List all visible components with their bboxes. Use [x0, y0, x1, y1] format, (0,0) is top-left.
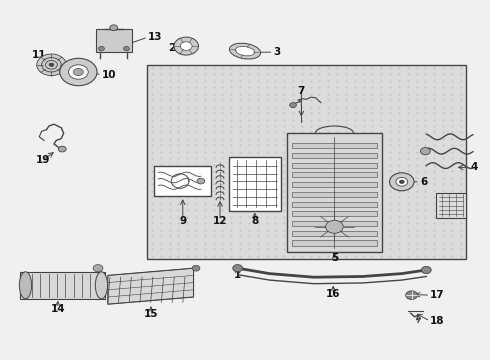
Circle shape	[421, 266, 431, 274]
Text: 13: 13	[148, 32, 163, 42]
Circle shape	[74, 68, 83, 76]
Bar	[292, 163, 377, 168]
Text: 3: 3	[273, 47, 281, 57]
Circle shape	[110, 25, 118, 31]
Text: 8: 8	[251, 216, 258, 226]
Circle shape	[46, 60, 57, 69]
Circle shape	[123, 46, 129, 51]
Bar	[292, 211, 377, 216]
Circle shape	[58, 146, 66, 152]
Circle shape	[180, 42, 192, 50]
Text: 12: 12	[213, 216, 227, 226]
Text: 16: 16	[326, 289, 341, 300]
Circle shape	[42, 58, 61, 72]
Text: 5: 5	[331, 253, 338, 264]
Ellipse shape	[95, 272, 108, 299]
Text: 4: 4	[470, 162, 478, 172]
Text: 10: 10	[102, 69, 117, 80]
Bar	[96, 29, 132, 52]
Bar	[292, 231, 377, 236]
Bar	[292, 240, 377, 246]
Bar	[292, 202, 377, 207]
Text: 18: 18	[430, 316, 445, 326]
Bar	[292, 182, 377, 187]
Text: 17: 17	[430, 290, 445, 300]
Circle shape	[37, 54, 66, 76]
Circle shape	[49, 63, 54, 67]
Text: 9: 9	[179, 216, 186, 226]
Bar	[292, 153, 377, 158]
Text: 15: 15	[144, 309, 158, 319]
Circle shape	[406, 291, 417, 300]
Circle shape	[396, 177, 408, 186]
Bar	[292, 192, 377, 197]
Circle shape	[420, 148, 430, 155]
Text: 11: 11	[32, 50, 47, 60]
Ellipse shape	[229, 43, 261, 59]
Bar	[292, 172, 377, 177]
Circle shape	[233, 265, 243, 272]
Polygon shape	[108, 268, 194, 304]
Text: 6: 6	[420, 177, 427, 187]
Text: 19: 19	[36, 155, 50, 165]
Ellipse shape	[20, 272, 31, 299]
Bar	[20, 272, 105, 299]
Circle shape	[390, 173, 414, 191]
Text: 2: 2	[168, 42, 175, 53]
Circle shape	[325, 220, 343, 233]
Bar	[154, 166, 211, 196]
Bar	[436, 193, 466, 218]
Circle shape	[93, 265, 103, 272]
Circle shape	[60, 58, 97, 86]
Text: 1: 1	[234, 270, 241, 280]
Circle shape	[399, 180, 404, 184]
Ellipse shape	[235, 46, 255, 56]
Bar	[147, 65, 465, 259]
Circle shape	[290, 103, 296, 108]
Bar	[287, 133, 382, 252]
Circle shape	[192, 265, 200, 271]
Text: 14: 14	[50, 303, 65, 314]
Circle shape	[98, 46, 104, 51]
Circle shape	[197, 178, 205, 184]
Bar	[292, 221, 377, 226]
Text: 7: 7	[297, 86, 305, 96]
Circle shape	[69, 65, 88, 79]
Bar	[292, 143, 377, 148]
Circle shape	[174, 37, 198, 55]
Bar	[229, 157, 281, 211]
